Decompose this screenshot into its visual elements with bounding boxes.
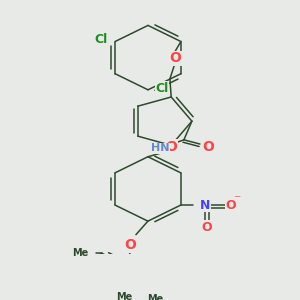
Text: ⁻: ⁻ (233, 193, 241, 207)
Text: Me: Me (116, 292, 132, 300)
Text: Cl: Cl (94, 33, 108, 46)
Text: Cl: Cl (155, 82, 169, 94)
Text: N: N (200, 199, 210, 212)
Text: O: O (226, 199, 236, 212)
Text: O: O (165, 140, 177, 154)
Text: HN: HN (151, 143, 169, 153)
Text: Me: Me (72, 248, 88, 258)
Text: O: O (124, 238, 136, 252)
Text: O: O (202, 140, 214, 154)
Text: O: O (202, 220, 212, 234)
Text: O: O (169, 52, 181, 65)
Text: Me: Me (147, 294, 163, 300)
